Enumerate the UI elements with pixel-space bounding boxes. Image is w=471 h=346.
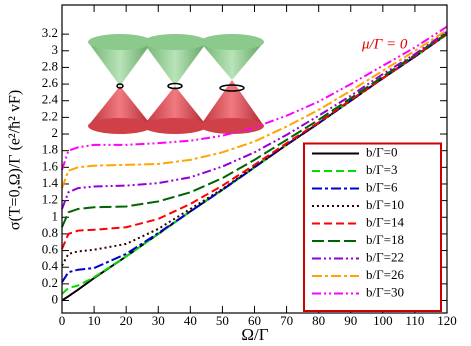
x-tick-label: 80 [312,313,325,328]
series-line [61,33,448,250]
cone [88,34,152,134]
series-line [61,32,448,228]
x-tick-label: 20 [120,313,133,328]
x-tick-label: 0 [59,313,66,328]
legend: b/Γ=0 b/Γ=3 b/Γ=6 b/Γ=10 b/Γ=14 b/Γ=18 b/Γ=22 b… [303,142,442,312]
legend-label: b/Γ=30 [366,284,404,299]
cone [143,34,207,134]
y-tick-label: 2.6 [42,75,59,90]
y-tick-label: 3 [52,42,59,57]
x-tick-label: 30 [152,313,165,328]
y-tick-label: 1.2 [42,192,58,207]
y-tick-label: 2.2 [42,108,58,123]
legend-label: b/Γ=6 [366,179,398,194]
y-tick-label: 0.8 [42,225,58,240]
y-tick-label: 0 [52,291,59,306]
cone-illustrations [88,34,264,134]
x-tick-label: 90 [344,313,357,328]
y-tick-label: 0.4 [42,258,59,273]
legend-label: b/Γ=0 [366,144,397,159]
series-line [61,30,448,210]
y-tick-label: 3.2 [42,25,58,40]
y-axis-label: σ(T=0,Ω)/Γ (e²/ħ² vF) [7,90,24,230]
y-tick-label: 0.2 [42,275,58,290]
legend-label: b/Γ=10 [366,197,404,212]
series-line [61,25,448,171]
x-tick-label: 70 [280,313,293,328]
y-tick-label: 1.4 [42,175,59,190]
series-line [61,29,448,189]
legend-label: b/Γ=22 [366,249,404,264]
y-tick-label: 1.8 [42,142,58,157]
legend-label: b/Γ=26 [366,267,404,282]
annotation: μ/Γ = 0 [361,36,408,52]
x-tick-label: 110 [405,313,424,328]
y-tick-label: 2.4 [42,92,59,107]
plot-frame [61,4,448,314]
x-tick-label: 60 [248,313,261,328]
y-tick-label: 0.6 [42,242,59,257]
legend-label: b/Γ=14 [366,214,404,229]
legend-label: b/Γ=18 [366,232,404,247]
x-tick-label: 10 [88,313,101,328]
y-tick-label: 1 [52,208,59,223]
cone [200,34,264,134]
x-axis-label: Ω/Γ [241,325,268,344]
x-tick-label: 50 [216,313,229,328]
x-tick-label: 120 [437,313,457,328]
x-tick-label: 40 [184,313,197,328]
y-tick-label: 1.6 [42,158,59,173]
legend-label: b/Γ=3 [366,162,397,177]
x-tick-label: 100 [373,313,393,328]
y-tick-label: 2 [52,125,59,140]
y-tick-label: 2.8 [42,58,58,73]
